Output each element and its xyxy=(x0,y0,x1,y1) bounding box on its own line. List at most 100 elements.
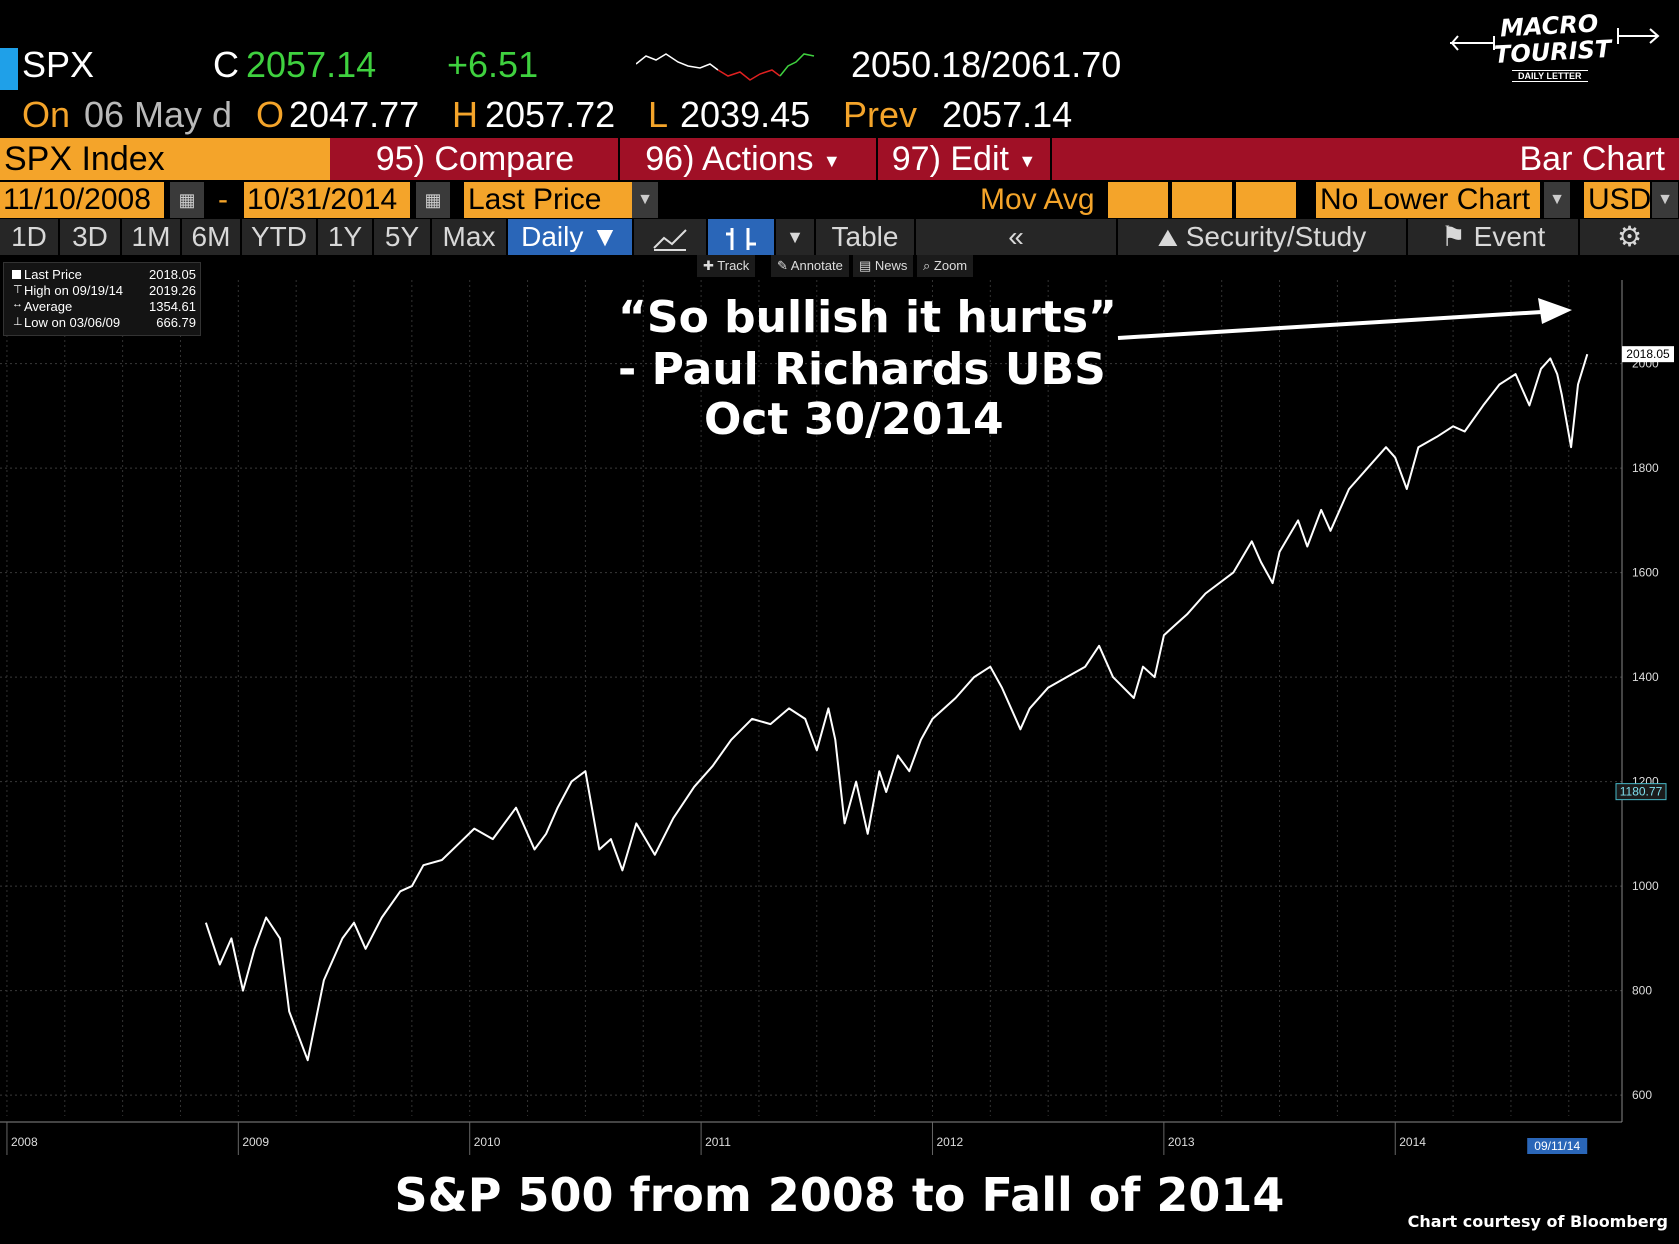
chevron-down-icon[interactable]: ▼ xyxy=(1544,182,1570,218)
period-1d-button[interactable]: 1D xyxy=(0,219,60,255)
news-label: News xyxy=(874,258,908,273)
zoom-icon: ⌕ xyxy=(923,258,934,273)
legend-high-value: 2019.26 xyxy=(149,283,196,298)
crosshair-icon: ✚ xyxy=(703,258,718,273)
chevron-down-icon: ▼ xyxy=(822,151,841,172)
legend-average-label: Average xyxy=(24,299,73,314)
footer-title: S&P 500 from 2008 to Fall of 2014 xyxy=(394,1168,1285,1222)
annotation-arrow-line xyxy=(1117,310,1543,340)
low-value: 2039.45 xyxy=(680,94,811,135)
line-chart-icon[interactable] xyxy=(634,219,708,255)
calendar-icon[interactable]: ▦ xyxy=(416,182,450,218)
gear-icon[interactable]: ⚙ xyxy=(1580,219,1679,255)
marker-tag-label: 1180.77 xyxy=(1620,785,1663,799)
period-5y-button[interactable]: 5Y xyxy=(374,219,432,255)
low-label: L xyxy=(648,94,669,135)
period-1y-button[interactable]: 1Y xyxy=(318,219,374,255)
edit-button[interactable]: 97) Edit ▼ xyxy=(878,138,1050,180)
legend-row-last: Last Price 2018.05 xyxy=(12,267,196,283)
security-field[interactable]: SPX Index xyxy=(0,138,330,180)
event-label: Event xyxy=(1473,221,1546,252)
actions-button[interactable]: 96) Actions ▼ xyxy=(620,138,866,180)
logo-line2: TOURIST xyxy=(1493,34,1612,70)
y-tick-label: 1600 xyxy=(1632,566,1659,580)
start-date-input[interactable]: 11/10/2008 xyxy=(0,182,164,218)
chart-type-label: Bar Chart xyxy=(1519,140,1666,178)
legend-last-label: Last Price xyxy=(24,267,82,282)
chart-credit: Chart courtesy of Bloomberg xyxy=(1407,1212,1668,1231)
bid-ask: 2050.18/2061.70 xyxy=(851,44,1122,85)
compare-button[interactable]: 95) Compare xyxy=(375,140,575,178)
mov-avg-input-2[interactable] xyxy=(1172,182,1232,218)
track-tool[interactable]: ✚ Track xyxy=(697,255,756,277)
currency-select[interactable]: USD xyxy=(1584,182,1651,218)
arrow-right-icon xyxy=(1617,28,1660,44)
mov-avg-input-3[interactable] xyxy=(1236,182,1296,218)
marker-tag xyxy=(1615,783,1667,801)
end-date-input[interactable]: 10/31/2014 xyxy=(244,182,410,218)
on-label: On xyxy=(22,94,71,135)
x-tick-label: 2009 xyxy=(242,1135,269,1149)
legend-high-label: High on 09/19/14 xyxy=(24,283,124,298)
ticker-symbol[interactable]: SPX xyxy=(22,44,95,85)
flag-icon: ⚑ xyxy=(1440,221,1466,252)
security-study-label: Security/Study xyxy=(1185,221,1367,252)
x-highlight-label: 09/11/14 xyxy=(1534,1139,1580,1153)
calendar-icon[interactable]: ▦ xyxy=(170,182,204,218)
low-marker-icon: ⊥ xyxy=(13,316,23,328)
period-1m-button[interactable]: 1M xyxy=(122,219,182,255)
date-range-row: 11/10/2008 ▦ - 10/31/2014 ▦ Last Price ▼… xyxy=(0,182,1679,218)
table-button[interactable]: Table xyxy=(816,219,916,255)
ohlc-header: On 06 May d O 2047.77 H 2057.72 L 2039.4… xyxy=(0,94,1679,138)
period-6m-button[interactable]: 6M xyxy=(182,219,242,255)
open-value: 2047.77 xyxy=(289,94,420,135)
x-tick-label: 2011 xyxy=(705,1135,731,1149)
x-tick-label: 2012 xyxy=(936,1135,963,1149)
close-label: C xyxy=(213,44,239,85)
field-select[interactable]: Last Price xyxy=(464,182,632,218)
legend-low-value: 666.79 xyxy=(156,315,196,330)
x-highlight-tag xyxy=(1527,1138,1588,1154)
frequency-select[interactable]: Daily ▼ xyxy=(508,219,634,255)
bar-chart-icon[interactable] xyxy=(708,219,776,255)
mov-avg-label: Mov Avg xyxy=(980,183,1095,216)
close-value: 2057.14 xyxy=(246,44,377,85)
macro-tourist-logo: MACRO TOURIST DAILY LETTER xyxy=(1450,8,1676,88)
x-tick-label: 2013 xyxy=(1168,1135,1195,1149)
y-tick-label: 1000 xyxy=(1632,879,1659,893)
chevron-down-icon: ▼ xyxy=(1018,151,1037,172)
annotation-arrow-head xyxy=(1538,298,1572,324)
lower-chart-select[interactable]: No Lower Chart xyxy=(1316,182,1540,218)
annotate-tool[interactable]: ✎ Annotate xyxy=(771,255,849,277)
period-3d-button[interactable]: 3D xyxy=(60,219,122,255)
legend-row-low: ⊥ Low on 03/06/09 666.79 xyxy=(12,315,196,331)
zoom-tool[interactable]: ⌕ Zoom xyxy=(917,255,974,277)
study-icon: ⛰ xyxy=(1157,225,1178,252)
edit-label: 97) Edit xyxy=(891,140,1009,178)
legend-row-high: ⊤ High on 09/19/14 2019.26 xyxy=(12,283,196,299)
legend-row-average: ↔ Average 1354.61 xyxy=(12,298,196,315)
high-value: 2057.72 xyxy=(485,94,616,135)
price-chart[interactable]: 6008001000120014001600180020002018.05118… xyxy=(0,280,1679,1155)
prev-label: Prev xyxy=(843,94,918,135)
chevron-down-icon[interactable]: ▼ xyxy=(1652,182,1678,218)
chevron-down-icon[interactable]: ▼ xyxy=(776,219,816,255)
quote-header: SPX C 2057.14 +6.51 2050.18/2061.70 xyxy=(0,44,1679,92)
pencil-icon: ✎ xyxy=(777,258,791,273)
mov-avg-input-1[interactable] xyxy=(1108,182,1168,218)
period-ytd-button[interactable]: YTD xyxy=(242,219,318,255)
security-study-button[interactable]: ⛰ Security/Study xyxy=(1118,219,1408,255)
chevron-down-icon[interactable]: ▼ xyxy=(632,182,658,218)
sparkline-icon xyxy=(636,53,815,81)
event-button[interactable]: ⚑ Event xyxy=(1408,219,1580,255)
date-label: 06 May d xyxy=(84,94,233,135)
ticker-flag xyxy=(0,48,18,90)
period-max-button[interactable]: Max xyxy=(432,219,508,255)
news-tool[interactable]: ▤ News xyxy=(853,255,914,277)
collapse-left-icon[interactable]: « xyxy=(916,219,1118,255)
logo-line3: DAILY LETTER xyxy=(1512,70,1588,82)
annotation-date: Oct 30/2014 xyxy=(704,394,1004,445)
news-icon: ▤ xyxy=(859,258,875,273)
zoom-label: Zoom xyxy=(933,258,968,273)
price-series-line xyxy=(204,353,1589,1062)
